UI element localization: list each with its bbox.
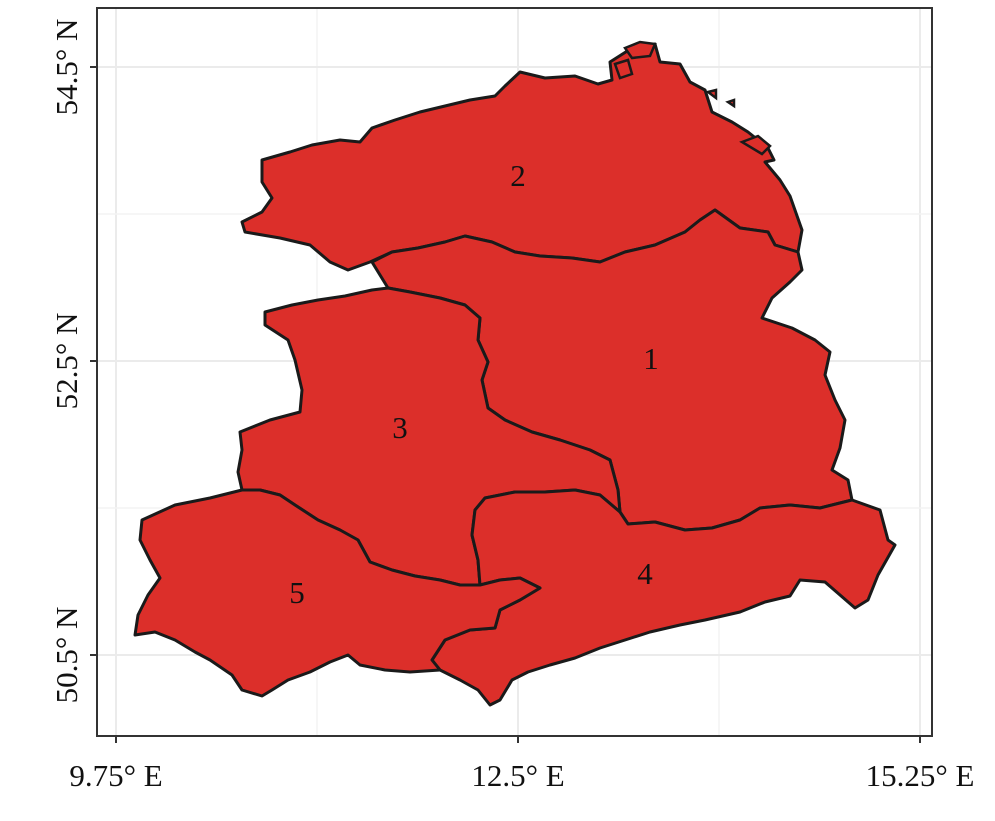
- y-tick-label: 54.5° N: [49, 19, 84, 116]
- y-tick-label: 50.5° N: [49, 607, 84, 704]
- islands: [613, 40, 772, 156]
- island-5: [739, 134, 772, 156]
- island-1: [623, 40, 657, 60]
- x-tick-label: 12.5° E: [471, 758, 564, 793]
- island-3: [705, 88, 718, 101]
- x-tick-label: 15.25° E: [866, 758, 975, 793]
- region-label-5: 5: [289, 575, 305, 610]
- region-labels: 1 2 3 4 5: [289, 158, 659, 610]
- region-5: [133, 488, 542, 698]
- island-2: [613, 58, 634, 80]
- region-label-2: 2: [510, 158, 526, 193]
- y-tick-label: 52.5° N: [49, 313, 84, 410]
- region-label-1: 1: [643, 341, 659, 376]
- region-label-4: 4: [637, 556, 653, 591]
- axes: 9.75° E 12.5° E 15.25° E 54.5° N 52.5° N 50.5…: [49, 19, 974, 793]
- region-label-3: 3: [392, 410, 408, 445]
- plot-border: [96, 7, 933, 737]
- island-4: [725, 98, 736, 109]
- x-tick-label: 9.75° E: [69, 758, 162, 793]
- regions: [133, 42, 897, 707]
